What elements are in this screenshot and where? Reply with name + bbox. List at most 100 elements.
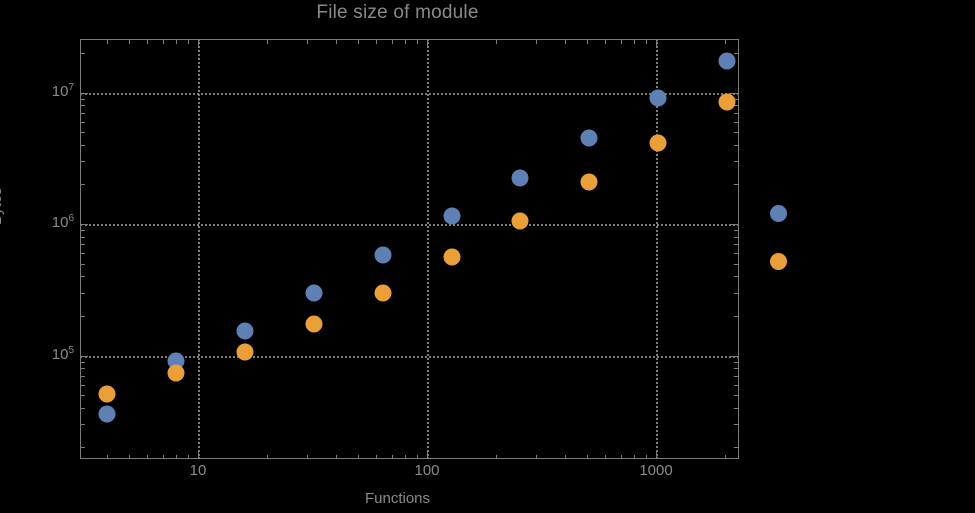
y-tick-right bbox=[734, 395, 738, 397]
x-tick-top bbox=[564, 40, 566, 44]
data-point bbox=[374, 246, 392, 264]
y-tick bbox=[81, 236, 85, 238]
legend-item[interactable] bbox=[770, 205, 795, 222]
y-tick-right bbox=[734, 184, 738, 186]
x-tick bbox=[106, 455, 108, 459]
y-tick bbox=[81, 355, 88, 357]
y-tick-label-mantissa: 10 bbox=[51, 345, 69, 363]
data-point bbox=[443, 207, 461, 225]
data-point bbox=[167, 364, 185, 382]
y-tick bbox=[81, 112, 85, 114]
x-tick-top bbox=[391, 40, 393, 44]
x-tick bbox=[376, 455, 378, 459]
x-tick-top bbox=[358, 40, 360, 44]
data-point bbox=[649, 89, 667, 107]
x-tick-top bbox=[427, 40, 428, 47]
y-tick-right bbox=[731, 355, 738, 357]
y-tick bbox=[81, 132, 85, 134]
x-tick-top bbox=[645, 40, 647, 44]
y-tick-right bbox=[734, 230, 738, 232]
x-tick bbox=[147, 455, 149, 459]
x-tick-top bbox=[266, 40, 268, 44]
y-tick-right bbox=[734, 263, 738, 265]
x-tick bbox=[724, 455, 726, 459]
x-tick-label: 100 bbox=[414, 462, 440, 479]
x-tick bbox=[266, 455, 268, 459]
x-gridline bbox=[656, 39, 658, 459]
y-tick-right bbox=[734, 236, 738, 238]
y-tick bbox=[81, 384, 85, 386]
legend-swatch-icon bbox=[770, 253, 787, 270]
data-point bbox=[580, 173, 598, 191]
x-tick bbox=[416, 455, 418, 459]
x-tick-top bbox=[633, 40, 635, 44]
x-tick-top bbox=[724, 40, 726, 44]
y-tick-right bbox=[731, 224, 738, 225]
y-tick bbox=[81, 292, 85, 294]
y-tick-label-mantissa: 10 bbox=[51, 214, 69, 231]
x-tick bbox=[564, 455, 566, 459]
x-tick-label: 1000 bbox=[639, 462, 673, 479]
y-gridline bbox=[80, 92, 739, 95]
x-tick-top bbox=[536, 40, 538, 44]
y-tick bbox=[81, 368, 85, 370]
x-tick-top bbox=[129, 40, 131, 44]
y-tick bbox=[81, 447, 85, 449]
x-tick bbox=[633, 455, 635, 459]
y-tick-right bbox=[734, 375, 738, 377]
x-tick-label: 10 bbox=[189, 462, 207, 479]
y-tick-right bbox=[734, 315, 738, 317]
chart-title: File size of module bbox=[316, 2, 479, 23]
y-tick bbox=[81, 375, 85, 377]
x-tick bbox=[587, 455, 589, 459]
x-tick-top bbox=[175, 40, 177, 44]
y-tick bbox=[81, 230, 85, 232]
x-tick-top bbox=[335, 40, 337, 44]
x-tick bbox=[198, 452, 199, 459]
y-tick bbox=[81, 263, 85, 265]
y-tick-right bbox=[734, 253, 738, 255]
y-tick bbox=[81, 361, 85, 363]
y-tick bbox=[81, 395, 85, 397]
x-tick-top bbox=[198, 40, 199, 47]
y-axis-title: Bytes bbox=[0, 187, 5, 225]
y-tick-right bbox=[734, 361, 738, 363]
y-tick-label-exponent: 7 bbox=[68, 81, 74, 93]
y-tick-right bbox=[734, 407, 738, 409]
y-tick-right bbox=[734, 98, 738, 100]
data-point bbox=[443, 248, 461, 266]
x-tick bbox=[605, 455, 607, 459]
data-point bbox=[236, 322, 254, 340]
x-axis-title: Functions bbox=[364, 490, 431, 507]
legend-item[interactable] bbox=[770, 253, 795, 270]
y-tick-right bbox=[734, 447, 738, 449]
x-tick-top bbox=[656, 40, 657, 47]
y-gridline bbox=[80, 224, 739, 226]
y-tick-label-exponent: 6 bbox=[68, 213, 74, 224]
y-tick-label: 105 bbox=[52, 345, 74, 363]
data-point bbox=[718, 93, 736, 111]
y-gridline bbox=[80, 355, 739, 358]
y-tick-right bbox=[734, 424, 738, 426]
y-tick bbox=[81, 105, 85, 107]
data-point bbox=[236, 343, 254, 361]
y-tick-right bbox=[734, 132, 738, 134]
x-tick-top bbox=[605, 40, 607, 44]
x-tick bbox=[391, 455, 393, 459]
x-tick-top bbox=[416, 40, 418, 44]
x-tick-top bbox=[147, 40, 149, 44]
y-tick-right bbox=[734, 276, 738, 278]
data-point bbox=[98, 405, 116, 423]
data-point bbox=[374, 284, 392, 302]
x-tick-top bbox=[495, 40, 497, 44]
data-point bbox=[718, 52, 736, 70]
y-tick bbox=[81, 253, 85, 255]
y-tick-right bbox=[734, 244, 738, 246]
x-gridline bbox=[427, 39, 429, 459]
y-tick-right bbox=[734, 105, 738, 107]
plot-frame bbox=[80, 39, 739, 459]
x-tick bbox=[404, 455, 406, 459]
y-tick bbox=[81, 52, 85, 54]
x-tick bbox=[335, 455, 337, 459]
